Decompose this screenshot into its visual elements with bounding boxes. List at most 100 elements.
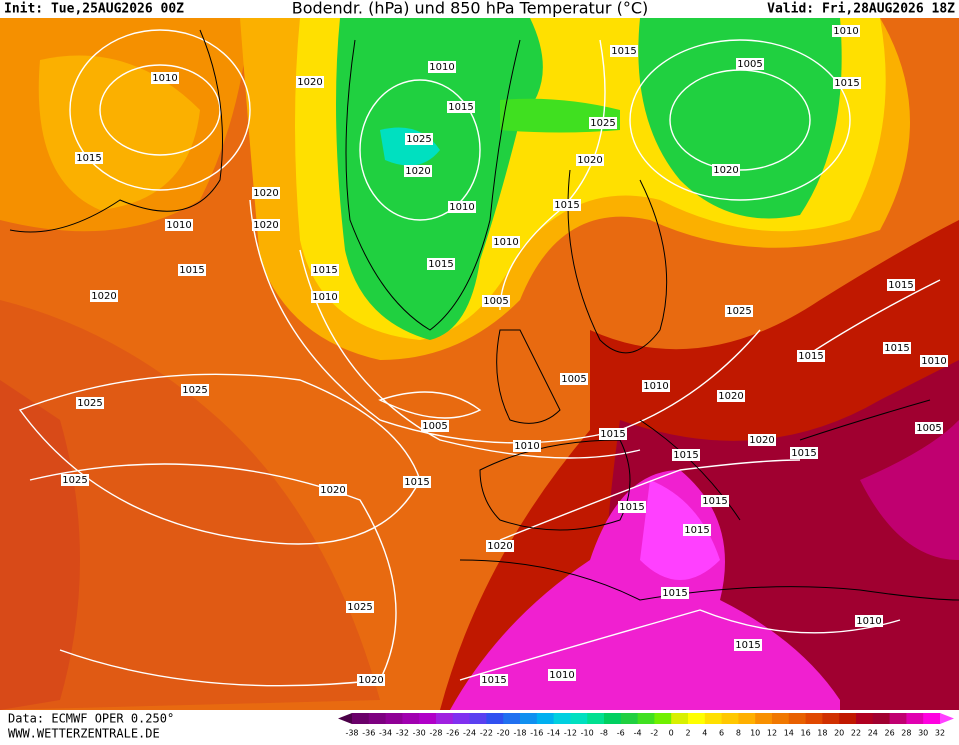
isobar-label: 1015 [619, 502, 644, 513]
isobar-label-box [553, 199, 581, 211]
isobar [459, 609, 901, 681]
isobar-label-box [734, 639, 762, 651]
isobar-label-box [701, 495, 729, 507]
isobar-label-box [683, 524, 711, 536]
isobar-label: 1010 [921, 356, 946, 367]
colorbar-swatch [788, 713, 807, 724]
colorbar: -38 -36 -34 -32 -30 -28 -26 -24 -22 -20 -18 -16 -14-… [338, 713, 954, 738]
isobar-label-box [492, 236, 520, 248]
isobar-label: 1020 [749, 435, 774, 446]
isobar-label: 1015 [791, 448, 816, 459]
coastline [459, 559, 959, 601]
colorbar-swatch [620, 713, 639, 724]
colorbar-tick-label: -2 [650, 729, 658, 738]
isobar-label-box [748, 434, 776, 446]
isobar-label-box [311, 291, 339, 303]
colorbar-tick-label: 20 [834, 729, 844, 738]
isobar-label-box [482, 295, 510, 307]
colorbar-tick-label: -12 [564, 729, 577, 738]
isobar-label-box [76, 397, 104, 409]
colorbar-swatch [520, 713, 538, 724]
field-green-ne [638, 18, 842, 219]
isobar-label: 1025 [406, 134, 431, 145]
isobar [29, 463, 397, 687]
isobar-label-box [610, 45, 638, 57]
colorbar-swatch [637, 713, 655, 724]
colorbar-tick-label: 22 [851, 729, 861, 738]
isobar-label-box [447, 101, 475, 113]
isobar-label: 1025 [62, 475, 87, 486]
isobar-label: 1010 [514, 441, 539, 452]
colorbar-tick-label: -18 [513, 729, 526, 738]
isobar-label-box [560, 373, 588, 385]
isobar-label: 1025 [77, 398, 102, 409]
colorbar-swatch [671, 713, 689, 724]
colorbar-tick-label: -34 [379, 729, 392, 738]
coastlines [9, 29, 959, 601]
isobar-label-box [421, 420, 449, 432]
colorbar-swatch [352, 713, 370, 724]
coastline [479, 439, 631, 531]
isobar-label: 1015 [448, 102, 473, 113]
colorbar-swatch [654, 713, 672, 724]
isobar-label-box [486, 540, 514, 552]
colorbar-tick-label: -14 [547, 729, 560, 738]
coastline [345, 39, 521, 331]
isobar-label: 1010 [152, 73, 177, 84]
isobar-label: 1020 [320, 485, 345, 496]
colorbar-tick-label: -26 [446, 729, 459, 738]
isobar-label: 1020 [713, 165, 738, 176]
isobar-label-box [181, 384, 209, 396]
isobar-label: 1015 [684, 525, 709, 536]
colorbar-arrow-high [940, 713, 954, 724]
isobar-label: 1005 [422, 421, 447, 432]
isobar-label-box [357, 674, 385, 686]
isobar-label-box [165, 219, 193, 231]
colorbar-tick-label: 0 [669, 729, 674, 738]
isobar-label: 1005 [561, 374, 586, 385]
isobar-label-box [736, 58, 764, 70]
colorbar-swatch [402, 713, 420, 724]
isobar-label: 1015 [611, 46, 636, 57]
isobar-label: 1015 [834, 78, 859, 89]
init-time: Init: Tue,25AUG2026 00Z [4, 2, 184, 17]
colorbar-tick-label: -24 [463, 729, 476, 738]
isobar-label-box [311, 264, 339, 276]
isobar-label: 1010 [856, 616, 881, 627]
isobar-label-box [661, 587, 689, 599]
data-source: Data: ECMWF OPER 0.250° [8, 712, 174, 726]
isobar-label: 1020 [253, 220, 278, 231]
isobar-label-box [448, 201, 476, 213]
isobar-label: 1015 [179, 265, 204, 276]
colorbar-swatch [587, 713, 605, 724]
isobar-label: 1020 [297, 77, 322, 88]
colorbar-tick-label: 14 [784, 729, 794, 738]
isobar-label-box [790, 447, 818, 459]
colorbar-swatch [805, 713, 823, 724]
isobar-label-box [920, 355, 948, 367]
isobar-label-box [832, 25, 860, 37]
colorbar-swatch [721, 713, 739, 724]
isobar-label: 1015 [428, 259, 453, 270]
colorbar-swatch [503, 713, 521, 724]
isobar-label: 1015 [662, 588, 687, 599]
isobar-label-box [717, 390, 745, 402]
colorbar-swatch [368, 713, 387, 724]
isobar-label: 1015 [404, 477, 429, 488]
temperature-field [0, 18, 959, 710]
colorbar-tick-label: -10 [581, 729, 594, 738]
colorbar-tick-label: 16 [801, 729, 811, 738]
colorbar-swatch [536, 713, 555, 724]
isobar-label: 1020 [253, 188, 278, 199]
colorbar-tick-label: 32 [935, 729, 945, 738]
isobar-label-box [405, 133, 433, 145]
isobar-label-box [90, 290, 118, 302]
isobar-label: 1025 [182, 385, 207, 396]
colorbar-swatch [469, 713, 487, 724]
colorbar-swatch [688, 713, 706, 724]
isobar-label: 1015 [481, 675, 506, 686]
field-green-greenland [336, 18, 543, 340]
isobar-label-box [480, 674, 508, 686]
